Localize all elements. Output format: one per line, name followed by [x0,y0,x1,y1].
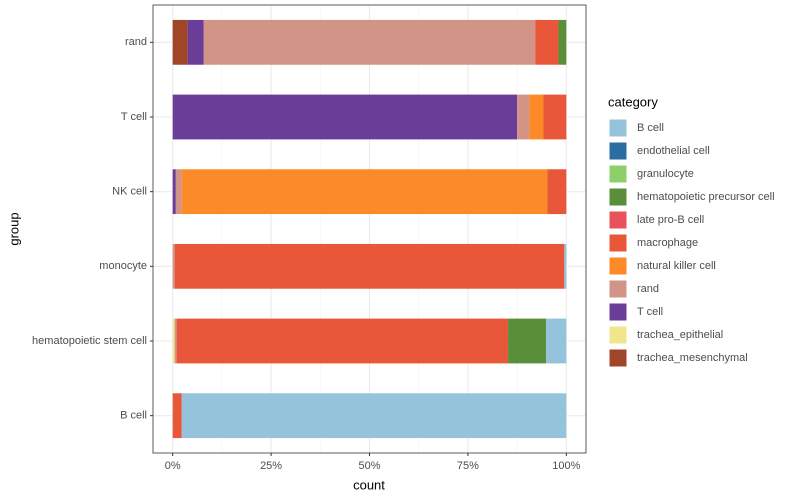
bar-segment [172,243,175,289]
legend-key [608,187,628,207]
bar-segment [543,94,567,140]
bar-segment [174,243,565,289]
bar-segment [558,19,567,65]
legend-key [608,233,628,253]
x-tick-label: 100% [552,460,580,472]
y-tick-label: monocyte [99,260,147,272]
bar-segment [176,318,509,364]
y-tick-label: B cell [120,410,147,422]
legend-label: trachea_mesenchymal [637,352,748,364]
legend-key [608,210,628,230]
bar-segment [172,19,188,65]
x-tick-label: 25% [260,460,282,472]
legend-label: T cell [637,306,663,318]
bar-segment [535,19,559,65]
bar-segment [547,169,567,215]
bar-segment [181,393,567,439]
bar-segment [529,94,544,140]
bar-segment [172,318,175,364]
legend-key [608,141,628,161]
legend-label: granulocyte [637,168,694,180]
legend-key [608,302,628,322]
legend-key [608,279,628,299]
legend-label: hematopoietic precursor cell [637,191,775,203]
legend-title: category [608,94,658,109]
bar-segment [546,318,567,364]
x-axis-title: count [353,477,385,492]
bar-segment [172,169,176,215]
legend-key [608,118,628,138]
legend-key [608,348,628,368]
legend-key [608,164,628,184]
x-tick-label: 75% [457,460,479,472]
legend-label: rand [637,283,659,295]
y-tick-label: NK cell [112,186,147,198]
legend-label: natural killer cell [637,260,716,272]
legend-key [608,325,628,345]
legend-label: B cell [637,122,664,134]
legend-key [608,256,628,276]
bar-segment [172,393,182,439]
bar-segment [172,94,518,140]
legend-label: endothelial cell [637,145,710,157]
x-tick-label: 50% [358,460,380,472]
bar-segment [174,318,177,364]
bar-segment [203,19,536,65]
bar-segment [517,94,530,140]
legend-label: macrophage [637,237,698,249]
y-tick-label: rand [125,36,147,48]
panel-border [152,4,587,454]
bar-segment [564,243,567,289]
legend-label: late pro-B cell [637,214,704,226]
legend-label: trachea_epithelial [637,329,723,341]
bar-segment [175,169,182,215]
y-tick-label: hematopoietic stem cell [32,335,147,347]
y-axis-title: group [6,212,21,245]
bar-segment [187,19,204,65]
bar-segment [508,318,547,364]
bar-segment [181,169,548,215]
x-tick-label: 0% [165,460,181,472]
y-tick-label: T cell [121,111,147,123]
